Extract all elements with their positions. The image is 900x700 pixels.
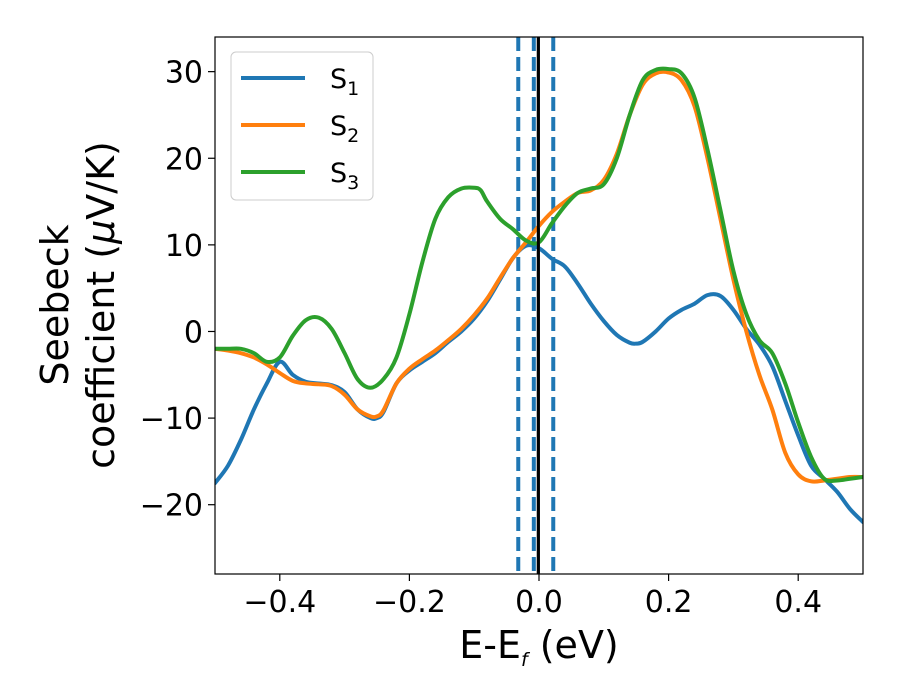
y-tick-label: −20: [140, 489, 203, 524]
y-tick-label: −10: [140, 402, 203, 437]
y-axis-label-line2: coefficient (μV/K): [79, 141, 123, 469]
x-tick-label: −0.4: [243, 585, 316, 620]
y-axis: −20 −10 0 10 20 30: [140, 56, 215, 524]
x-tick-label: −0.2: [373, 585, 446, 620]
y-tick-label: 0: [184, 315, 203, 350]
y-tick-label: 20: [165, 142, 203, 177]
y-axis-label-line1: Seebeck: [33, 224, 77, 385]
legend-label-S2: S2: [330, 111, 359, 147]
x-axis: −0.4 −0.2 0.0 0.2 0.4: [243, 574, 822, 620]
y-tick-label: 30: [165, 56, 203, 91]
series-lines: [215, 37, 863, 574]
x-axis-label: E-Ef (eV): [459, 623, 619, 671]
series-line-S2: [215, 69, 863, 484]
y-tick-label: 10: [165, 229, 203, 264]
legend-label-S1: S1: [330, 64, 359, 100]
x-tick-label: 0.0: [515, 585, 563, 620]
legend-label-S3: S3: [330, 158, 359, 194]
series-line-S3: [215, 66, 863, 484]
x-tick-label: 0.2: [645, 585, 693, 620]
legend: S1 S2 S3: [230, 51, 374, 201]
x-tick-label: 0.4: [774, 585, 822, 620]
y-axis-label: Seebeck coefficient (μV/K): [33, 141, 123, 469]
